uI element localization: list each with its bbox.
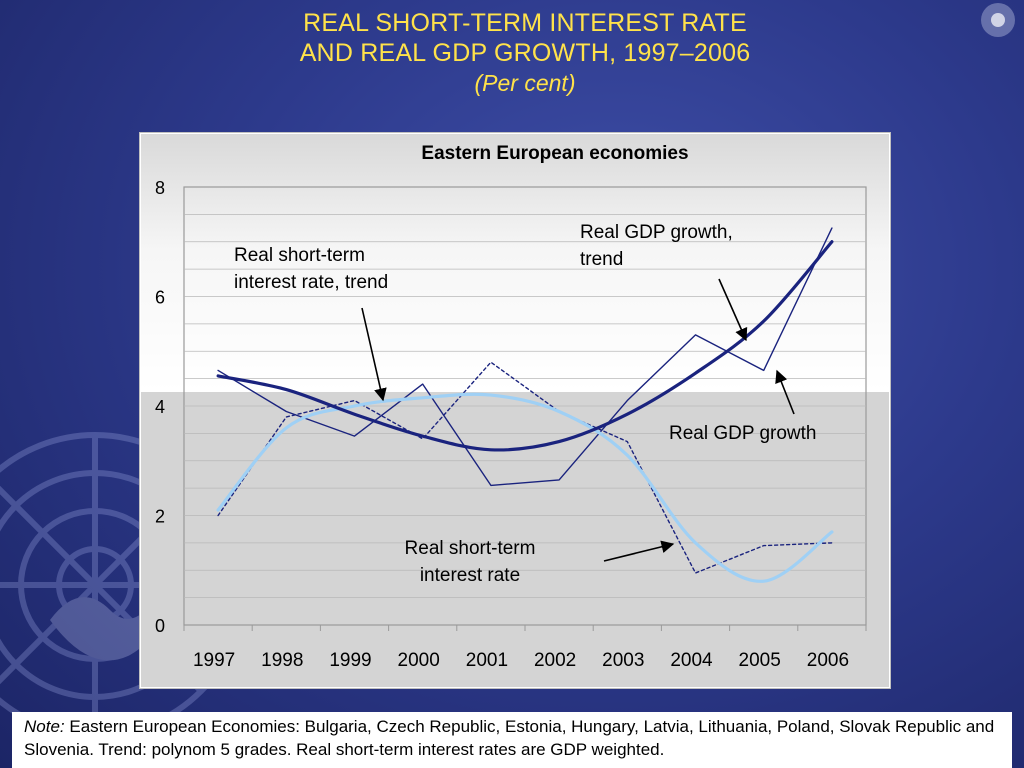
annotation-gdp-growth-trend-text: Real GDP growth, [580,222,733,243]
chart-title: Eastern European economies [421,143,688,164]
x-tick-label: 2000 [398,650,440,671]
slide-subtitle: (Per cent) [474,70,576,96]
annotation-gdp-growth-arrow [775,369,795,415]
x-tick-label: 1997 [193,650,235,671]
series-real-interest-rate [217,361,833,574]
y-tick-label: 6 [155,288,165,308]
annotation-interest-rate-trend-text: interest rate, trend [234,272,388,293]
note-box: Note: Eastern European Economies: Bulgar… [12,712,1012,768]
annotation-gdp-growth-text: Real GDP growth [669,423,817,444]
x-tick-label: 1999 [329,650,371,671]
annotation-interest-rate-trend-text: Real short-term [234,245,365,266]
series-real-gdp-growth [217,227,833,487]
line-chart: Eastern European economies 0 2 4 6 8 1997 1998 1… [141,134,889,687]
slide-title-line-1: REAL SHORT-TERM INTEREST RATE [303,9,747,37]
x-tick-label: 2003 [602,650,644,671]
y-tick-label: 8 [155,178,165,198]
decorative-circle-icon [981,3,1015,37]
y-tick-label: 2 [155,507,165,527]
annotation-interest-rate-text: Real short-term [405,538,536,559]
annotation-interest-rate-text: interest rate [420,565,520,586]
chart-lower-band [141,392,889,687]
chart-panel: Eastern European economies 0 2 4 6 8 1997 1998 1… [139,132,891,689]
x-tick-label: 1998 [261,650,303,671]
x-tick-label: 2005 [739,650,781,671]
note-label: Note: [24,717,65,736]
annotation-gdp-growth-trend-text: trend [580,249,623,270]
x-tick-label: 2004 [670,650,713,671]
annotation-interest-rate-arrow [603,540,675,562]
annotation-interest-rate-trend-arrow [361,307,387,402]
series-real-interest-rate-trend [216,392,834,583]
chart-upper-band [141,134,889,392]
x-tick-label: 2001 [466,650,508,671]
y-tick-label: 0 [155,616,165,636]
x-tick-label: 2002 [534,650,576,671]
x-tick-label: 2006 [807,650,849,671]
slide-title-line-2: AND REAL GDP GROWTH, 1997–2006 [299,39,751,67]
slide-title-block: REAL SHORT-TERM INTEREST RATE AND REAL G… [0,8,1024,98]
y-tick-label: 4 [155,397,165,417]
annotation-gdp-growth-trend-arrow [718,278,748,342]
note-text: Eastern European Economies: Bulgaria, Cz… [24,717,995,759]
